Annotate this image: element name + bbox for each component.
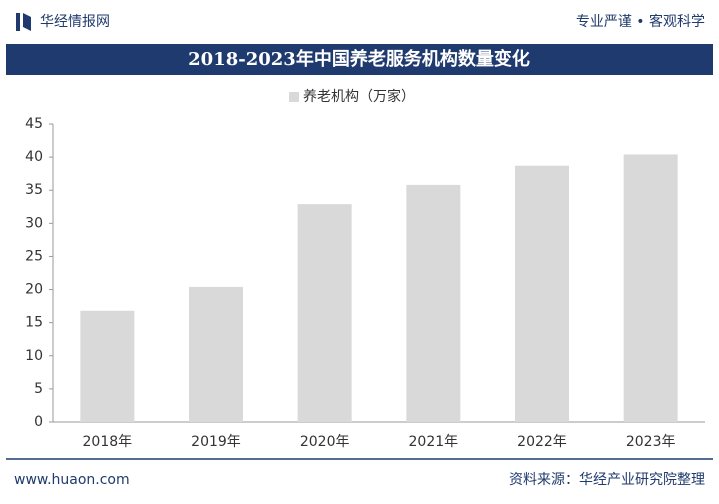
bar: [80, 310, 135, 422]
y-tick-label: 45: [25, 116, 43, 132]
y-tick-label: 15: [25, 315, 43, 331]
logo-mark: [23, 13, 31, 31]
x-tick-label: 2018年: [83, 434, 133, 450]
x-tick-label: 2021年: [409, 434, 459, 450]
bar: [406, 184, 461, 422]
chart-title: 2018-2023年中国养老服务机构数量变化: [188, 48, 530, 70]
x-tick-label: 2019年: [191, 434, 241, 450]
y-tick-label: 0: [34, 414, 43, 430]
legend-label: 养老机构（万家）: [303, 88, 415, 105]
brand: 华经情报网: [40, 14, 110, 30]
bar: [623, 154, 678, 422]
slogan: 专业严谨 • 客观科学: [576, 13, 705, 30]
y-tick-label: 25: [25, 248, 43, 264]
y-tick-label: 20: [25, 282, 43, 298]
x-tick-label: 2022年: [517, 434, 567, 450]
bar: [189, 286, 243, 422]
logo-mark: [16, 13, 20, 31]
y-tick-label: 40: [25, 149, 43, 165]
bar: [297, 204, 352, 422]
title-bar: [6, 44, 713, 75]
website: www.huaon.com: [14, 472, 130, 488]
x-tick-label: 2020年: [300, 434, 350, 450]
x-tick-label: 2023年: [626, 434, 676, 450]
legend-swatch: [289, 92, 299, 102]
y-tick-label: 10: [25, 348, 43, 364]
bar: [515, 165, 569, 422]
y-tick-label: 35: [25, 182, 43, 198]
source: 资料来源：华经产业研究院整理: [509, 472, 705, 488]
y-tick-label: 5: [34, 381, 43, 397]
y-tick-label: 30: [25, 215, 43, 231]
